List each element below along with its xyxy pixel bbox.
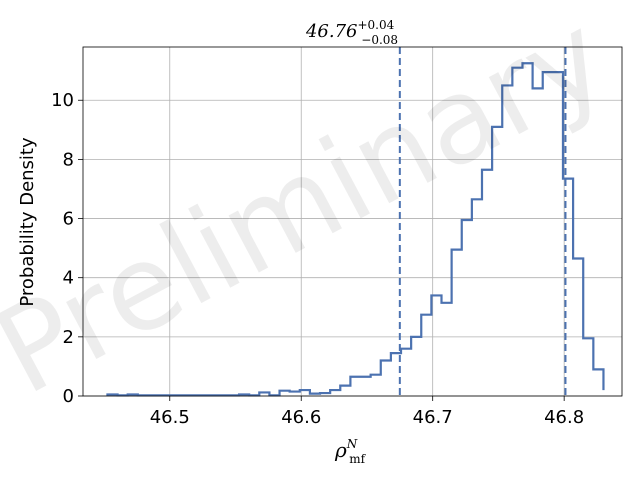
- x-axis-label-superscript: N: [346, 437, 358, 451]
- x-tick-label: 46.7: [413, 407, 453, 428]
- chart-title: 46.76+0.04 −0.08: [305, 18, 398, 47]
- x-axis-label-subscript: mf: [349, 452, 366, 466]
- x-axis-label: ρN mf: [334, 437, 367, 466]
- y-tick-label: 8: [63, 149, 74, 170]
- x-tick-label: 46.8: [544, 407, 584, 428]
- y-tick-label: 6: [63, 209, 74, 230]
- y-axis-ticks: 0 2 4 6 8 10: [51, 90, 83, 407]
- x-axis-label-symbol: ρ: [334, 438, 347, 462]
- preliminary-watermark: Preliminary: [0, 0, 627, 421]
- plot-frame: [82, 46, 623, 397]
- x-tick-label: 46.5: [150, 407, 190, 428]
- y-tick-label: 0: [63, 386, 74, 407]
- histogram-step-line: [106, 62, 605, 397]
- credible-interval-lines: [398, 47, 567, 396]
- title-lower-error: −0.08: [361, 33, 398, 47]
- title-value: 46.76: [305, 21, 358, 42]
- y-axis-label: Probability Density: [17, 137, 38, 307]
- x-tick-label: 46.6: [281, 407, 321, 428]
- y-tick-label: 4: [63, 268, 74, 289]
- y-tick-label: 2: [63, 327, 74, 348]
- title-upper-error: +0.04: [357, 18, 394, 32]
- x-axis-ticks: 46.5 46.6 46.7 46.8: [150, 396, 584, 428]
- y-tick-label: 10: [51, 90, 74, 111]
